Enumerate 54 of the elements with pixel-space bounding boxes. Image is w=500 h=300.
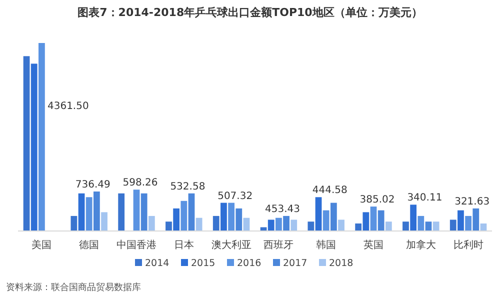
bar (276, 218, 282, 231)
bar (322, 210, 330, 231)
bar (418, 216, 424, 231)
bar (236, 208, 242, 231)
x-tick-label: 美国 (32, 239, 52, 251)
bar (338, 220, 344, 231)
bar (228, 202, 234, 231)
legend-label: 2016 (237, 258, 262, 269)
annotation: 340.11 (407, 192, 442, 204)
text: 资料来源：联合国商品贸易数据库 (6, 282, 141, 293)
bar (290, 220, 298, 231)
x-tick-label: 澳大利亚 (211, 239, 252, 251)
bar (425, 222, 432, 231)
legend-label: 2018 (329, 258, 354, 269)
x-tick-label: 西班牙 (264, 239, 294, 251)
bar (180, 200, 188, 231)
annotation: 736.49 (75, 180, 110, 191)
annotation: 453.43 (264, 204, 300, 215)
annotation: 598.26 (122, 178, 158, 189)
chart-title: 图表7：2014-2018年乒乓球出口金额TOP10地区（单位：万美元） (78, 6, 422, 19)
bar (38, 43, 45, 231)
bar (370, 206, 377, 231)
bar (148, 216, 155, 231)
x-tick-label: 日本 (174, 239, 194, 251)
bar (101, 212, 108, 231)
legend-label: 2017 (283, 258, 308, 269)
bar (432, 222, 440, 231)
annotation: 385.02 (360, 194, 395, 206)
bar (133, 190, 140, 231)
bar (118, 193, 125, 231)
annotation: 444.58 (312, 185, 348, 196)
bar (378, 210, 384, 231)
legend-label: 2014 (145, 258, 170, 269)
bar (472, 208, 480, 231)
bar (188, 193, 195, 231)
annotation: 507.32 (218, 190, 253, 202)
bar (465, 216, 472, 231)
legend-label: 2015 (191, 258, 216, 269)
x-tick-label: 中国香港 (116, 239, 156, 251)
x-tick-label: 加拿大 (406, 239, 436, 251)
x-tick-label: 韩国 (316, 239, 336, 251)
x-tick-label: 英国 (364, 239, 384, 251)
annotation: 532.58 (170, 181, 206, 192)
bar (385, 222, 392, 231)
x-tick-label: 比利时 (453, 239, 484, 251)
bar (283, 216, 290, 231)
annotation: 321.63 (454, 196, 490, 208)
bar (93, 192, 100, 231)
x-tick-label: 德国 (79, 240, 100, 251)
bar (86, 197, 92, 231)
annotation: 4361.50 (47, 100, 89, 112)
bar (330, 202, 337, 231)
bar (140, 193, 148, 231)
bar (196, 218, 202, 231)
